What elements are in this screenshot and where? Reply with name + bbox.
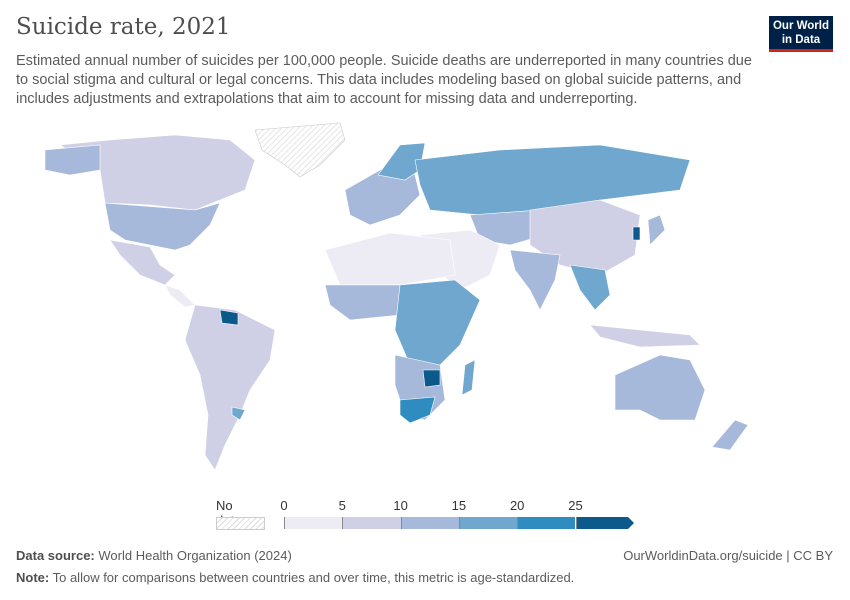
chart-subtitle: Estimated annual number of suicides per … xyxy=(16,53,752,107)
southeast-asia[interactable] xyxy=(569,264,611,311)
india[interactable] xyxy=(509,249,561,311)
no-data-swatch[interactable] xyxy=(216,517,265,530)
north-africa[interactable] xyxy=(324,232,456,286)
legend-tick: 10 xyxy=(393,498,408,513)
legend-tick: 15 xyxy=(451,498,467,513)
legend-bin[interactable] xyxy=(342,517,401,529)
license-link[interactable]: OurWorldinData.org/suicide | CC BY xyxy=(623,548,833,563)
note: Note: To allow for comparisons between c… xyxy=(16,570,574,585)
world-map[interactable] xyxy=(0,115,850,495)
uruguay[interactable] xyxy=(231,406,246,421)
legend-bin[interactable] xyxy=(458,517,518,529)
legend-tick: 25 xyxy=(568,498,583,513)
legend-tick: 20 xyxy=(509,498,525,513)
zimbabwe[interactable] xyxy=(422,369,441,388)
data-source: Data source: World Health Organization (… xyxy=(16,548,292,563)
alaska[interactable] xyxy=(44,144,101,176)
scandinavia[interactable] xyxy=(377,142,426,181)
note-text: To allow for comparisons between countri… xyxy=(52,570,575,585)
south-africa[interactable] xyxy=(399,396,436,424)
south-america[interactable] xyxy=(184,304,276,471)
russia[interactable] xyxy=(414,144,691,216)
owid-logo[interactable]: Our World in Data xyxy=(769,16,833,52)
usa[interactable] xyxy=(104,202,221,251)
greenland[interactable] xyxy=(254,122,346,178)
guyana-suriname[interactable] xyxy=(219,309,239,326)
legend-bin[interactable] xyxy=(575,517,628,529)
west-africa[interactable] xyxy=(324,284,401,321)
logo-line1: Our World xyxy=(772,20,829,32)
korea[interactable] xyxy=(632,226,641,241)
new-zealand[interactable] xyxy=(711,419,749,451)
note-label: Note: xyxy=(16,570,50,585)
logo-line2: in Data xyxy=(781,34,821,46)
source-text[interactable]: World Health Organization (2024) xyxy=(98,548,292,563)
legend-bin[interactable] xyxy=(284,517,343,529)
legend-bin[interactable] xyxy=(400,517,459,529)
japan[interactable] xyxy=(647,214,666,246)
australia[interactable] xyxy=(614,354,706,421)
madagascar[interactable] xyxy=(461,359,476,396)
legend-arrow xyxy=(627,517,634,529)
canada[interactable] xyxy=(59,134,256,211)
legend-tick: 5 xyxy=(338,498,346,513)
legend-tick: 0 xyxy=(280,498,288,513)
legend-bin[interactable] xyxy=(517,517,576,529)
mexico[interactable] xyxy=(109,239,176,286)
east-central-africa[interactable] xyxy=(394,279,481,366)
central-america[interactable] xyxy=(164,284,196,308)
chart-title: Suicide rate, 2021 xyxy=(16,14,231,40)
indonesia[interactable] xyxy=(589,324,701,348)
source-label: Data source: xyxy=(16,548,95,563)
